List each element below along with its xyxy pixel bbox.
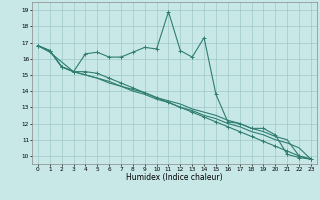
X-axis label: Humidex (Indice chaleur): Humidex (Indice chaleur) (126, 173, 223, 182)
